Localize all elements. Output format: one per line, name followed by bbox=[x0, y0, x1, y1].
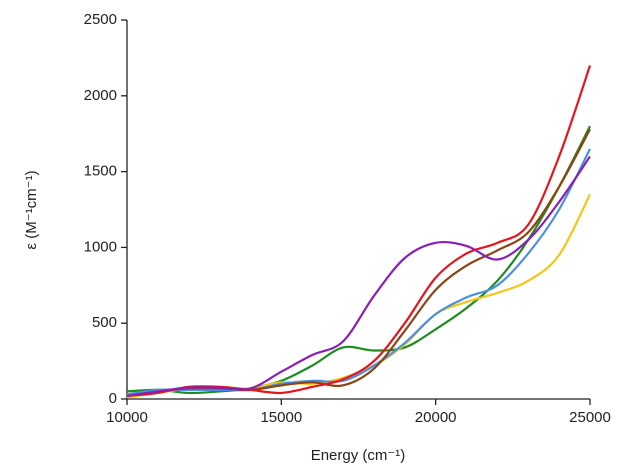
y-axis-label: ε (M⁻¹cm⁻¹) bbox=[23, 170, 40, 249]
x-tick-label: 10000 bbox=[106, 409, 148, 426]
data-line bbox=[126, 193, 591, 399]
x-tick-label: 20000 bbox=[415, 409, 457, 426]
data-line bbox=[126, 65, 592, 398]
y-tick-label: 1500 bbox=[84, 163, 117, 180]
x-tick-label: 25000 bbox=[569, 409, 611, 426]
y-tick-label: 500 bbox=[92, 314, 117, 331]
x-axis-label: Energy (cm⁻¹) bbox=[311, 447, 406, 464]
data-line bbox=[126, 155, 591, 398]
y-tick-label: 2000 bbox=[84, 87, 117, 104]
data-line bbox=[126, 125, 591, 395]
y-tick-label: 1000 bbox=[84, 238, 117, 255]
y-tick-label: 2500 bbox=[84, 11, 117, 28]
y-tick-label: 0 bbox=[109, 390, 117, 407]
data-line bbox=[126, 148, 591, 396]
x-tick-label: 15000 bbox=[260, 409, 302, 426]
